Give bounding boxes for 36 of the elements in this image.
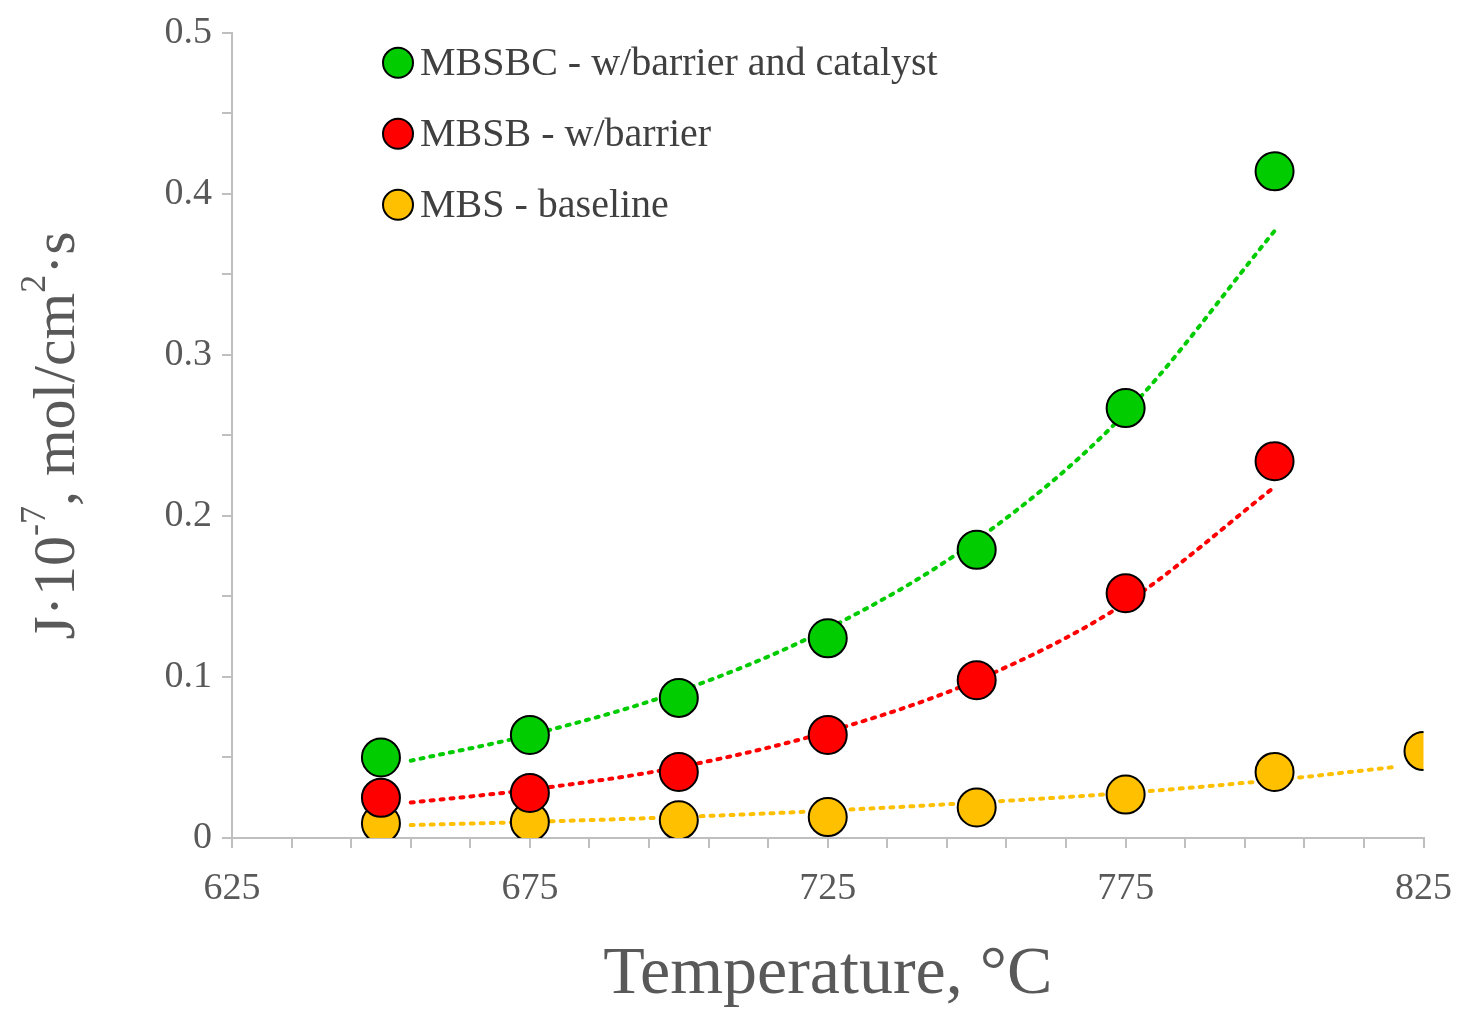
y-tick-label: 0.1 [164,652,212,695]
x-tick-label: 725 [799,864,857,907]
y-tick-label: 0.5 [164,8,212,51]
legend-label: MBS - baseline [420,181,669,227]
legend-label: MBSBC - w/barrier and catalyst [420,39,938,85]
legend-label: MBSB - w/barrier [420,110,712,156]
y-axis-title: J·10-7, mol/cm2·s [12,231,87,640]
x-tick-label: 625 [203,864,261,907]
point [1105,573,1146,614]
y-tick-label: 0 [193,813,212,856]
point [1254,751,1295,792]
point [807,618,848,659]
point [360,737,401,778]
point [360,777,401,818]
point [1254,441,1295,482]
x-tick-label: 825 [1395,864,1452,907]
point [658,800,699,838]
line-series [408,228,1277,763]
point [1105,774,1146,815]
y-tick-label: 0.2 [164,491,212,534]
x-axis-title: Temperature, °C [603,931,1053,1008]
point [509,772,550,813]
point [807,714,848,755]
y-tick-label: 0.3 [164,330,212,373]
point [956,787,997,828]
point [956,529,997,570]
point [956,660,997,701]
point [658,751,699,792]
x-tick-label: 675 [501,864,559,907]
point [1254,151,1295,192]
point [807,797,848,838]
point [1105,388,1146,429]
point [658,677,699,718]
y-tick-label: 0.4 [164,169,212,212]
x-tick-label: 775 [1097,864,1155,907]
point [509,714,550,755]
